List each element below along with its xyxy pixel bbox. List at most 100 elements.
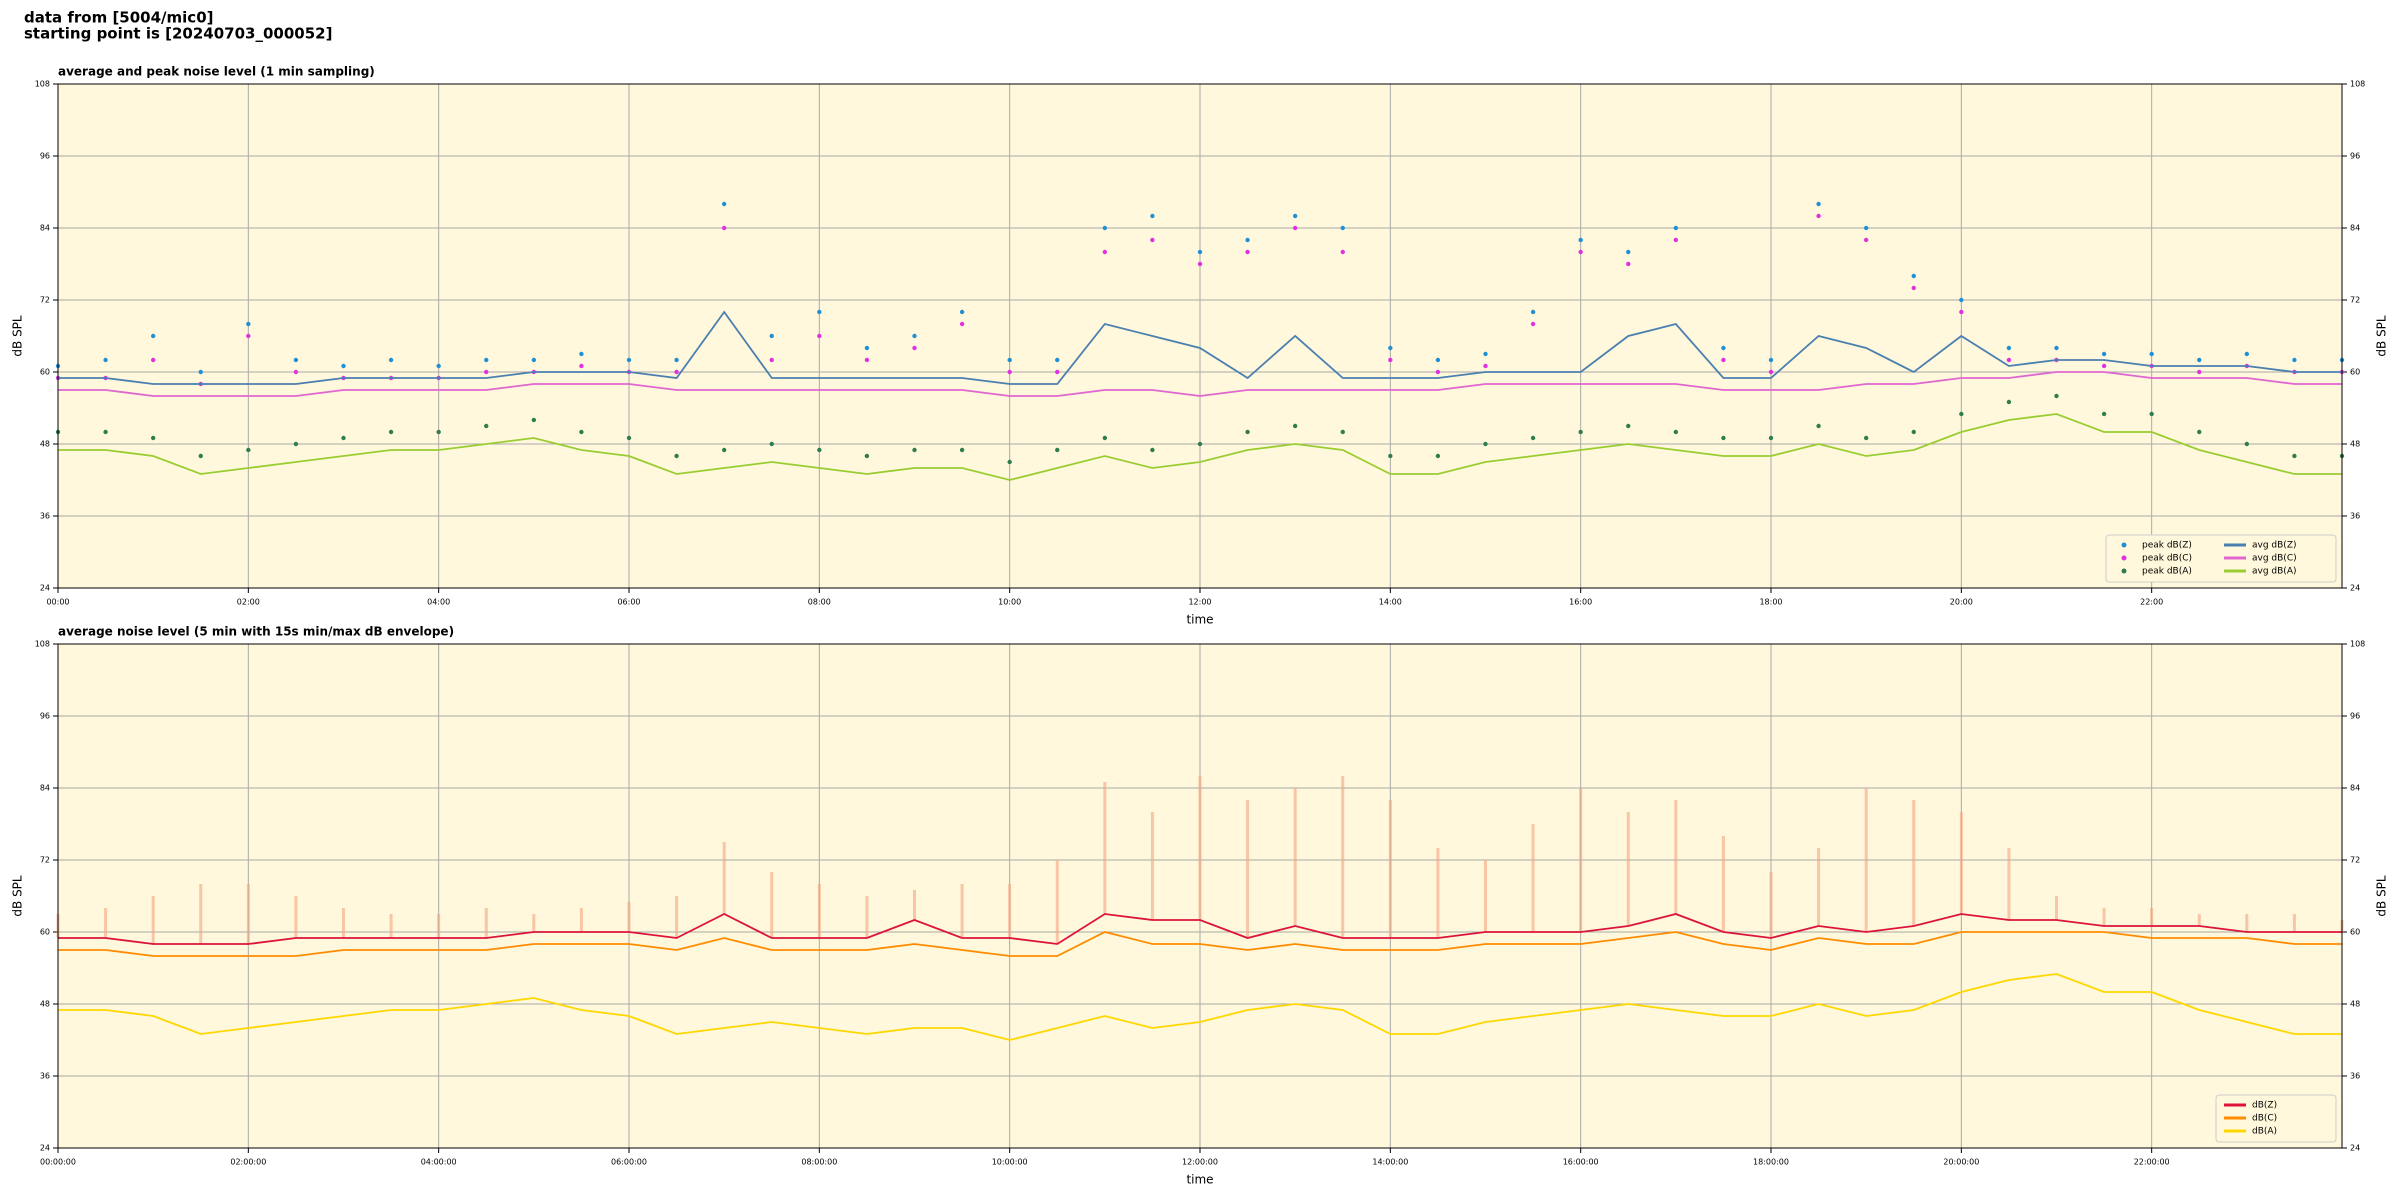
x-tick-label: 00:00:00 bbox=[40, 1158, 76, 1167]
peak-point bbox=[293, 441, 299, 447]
series-line bbox=[58, 413, 2342, 481]
peak-point bbox=[198, 453, 203, 459]
y-tick-label: 24 bbox=[40, 584, 50, 593]
peak-point bbox=[1245, 237, 1250, 243]
peak-point bbox=[864, 453, 870, 459]
y-tick-label: 48 bbox=[40, 1000, 50, 1009]
peak-point bbox=[1007, 357, 1012, 363]
legend-label: dB(Z) bbox=[2252, 1101, 2277, 1111]
legend-label: dB(A) bbox=[2252, 1127, 2277, 1137]
peak-point bbox=[531, 357, 537, 363]
peak-point bbox=[721, 225, 727, 231]
peak-point bbox=[150, 435, 156, 441]
peak-point bbox=[1055, 447, 1060, 453]
peak-point bbox=[341, 435, 346, 441]
chart-title: average noise level (5 min with 15s min/… bbox=[58, 625, 454, 639]
legend-label: avg dB(C) bbox=[2252, 554, 2297, 564]
peak-point bbox=[484, 423, 489, 429]
y2-axis-label: dB SPL bbox=[2375, 875, 2389, 917]
y-tick-label: 72 bbox=[40, 856, 50, 865]
peak-point bbox=[1530, 309, 1536, 315]
peak-point bbox=[1340, 225, 1345, 231]
peak-point bbox=[1816, 213, 1821, 219]
peak-point bbox=[1435, 453, 1441, 459]
peak-point bbox=[1007, 459, 1012, 465]
peak-point bbox=[1578, 237, 1583, 243]
peak-point bbox=[2101, 411, 2107, 417]
y-tick-label: 24 bbox=[40, 1144, 50, 1153]
peak-point bbox=[1102, 225, 1108, 231]
peak-point bbox=[959, 309, 965, 315]
peak-point bbox=[341, 363, 346, 369]
legend-label: avg dB(A) bbox=[2252, 567, 2296, 577]
peak-point bbox=[1863, 225, 1869, 231]
peak-point bbox=[388, 429, 394, 435]
peak-point bbox=[388, 357, 394, 363]
x-tick-label: 04:00:00 bbox=[421, 1158, 457, 1167]
peak-point bbox=[1388, 453, 1393, 459]
peak-point bbox=[1197, 441, 1203, 447]
peak-point bbox=[1959, 309, 1964, 315]
peak-point bbox=[2006, 345, 2012, 351]
y-axis-label: dB SPL bbox=[11, 315, 25, 357]
series-line bbox=[58, 973, 2342, 1041]
y-tick-label: 96 bbox=[40, 712, 50, 721]
x-tick-label: 02:00 bbox=[237, 598, 260, 607]
y2-tick-label: 84 bbox=[2350, 224, 2360, 233]
peak-point bbox=[1150, 237, 1155, 243]
peak-point bbox=[2101, 351, 2107, 357]
y-tick-label: 60 bbox=[40, 368, 50, 377]
peak-point bbox=[2244, 441, 2250, 447]
plot-frame bbox=[57, 83, 2343, 589]
peak-point bbox=[1863, 237, 1869, 243]
peak-point bbox=[817, 333, 822, 339]
y2-tick-label: 108 bbox=[2350, 640, 2365, 649]
y2-tick-label: 24 bbox=[2350, 584, 2360, 593]
y-tick-label: 48 bbox=[40, 440, 50, 449]
x-tick-label: 04:00 bbox=[427, 598, 450, 607]
y-tick-label: 36 bbox=[40, 1072, 50, 1081]
peak-point bbox=[1055, 357, 1060, 363]
peak-point bbox=[1483, 441, 1488, 447]
peak-point bbox=[1483, 351, 1488, 357]
peak-point bbox=[2054, 393, 2059, 399]
peak-point bbox=[674, 453, 679, 459]
y2-tick-label: 36 bbox=[2350, 512, 2360, 521]
y2-tick-label: 48 bbox=[2350, 1000, 2360, 1009]
peak-point bbox=[1102, 249, 1108, 255]
peak-point bbox=[1292, 423, 1298, 429]
peak-point bbox=[864, 345, 870, 351]
peak-point bbox=[1197, 249, 1203, 255]
peak-point bbox=[531, 417, 537, 423]
peak-point bbox=[2149, 351, 2154, 357]
page-title: data from [5004/mic0] bbox=[24, 9, 214, 27]
peak-point bbox=[959, 447, 965, 453]
peak-point bbox=[769, 333, 774, 339]
y2-axis-label: dB SPL bbox=[2375, 315, 2389, 357]
peak-point bbox=[912, 447, 917, 453]
peak-point bbox=[150, 333, 156, 339]
peak-point bbox=[1959, 411, 1964, 417]
peak-point bbox=[1768, 435, 1774, 441]
peak-point bbox=[2149, 411, 2154, 417]
y2-tick-label: 96 bbox=[2350, 152, 2360, 161]
peak-point bbox=[1483, 363, 1488, 369]
peak-point bbox=[484, 357, 489, 363]
peak-point bbox=[246, 321, 251, 327]
y2-tick-label: 72 bbox=[2350, 856, 2360, 865]
chart-title: average and peak noise level (1 min samp… bbox=[58, 65, 375, 79]
x-tick-label: 22:00 bbox=[2140, 598, 2163, 607]
y2-tick-label: 72 bbox=[2350, 296, 2360, 305]
peak-point bbox=[1721, 357, 1726, 363]
peak-point bbox=[1388, 357, 1393, 363]
x-tick-label: 16:00 bbox=[1569, 598, 1592, 607]
peak-point bbox=[1292, 213, 1298, 219]
peak-point bbox=[769, 357, 774, 363]
peak-point bbox=[1673, 237, 1679, 243]
peak-point bbox=[1530, 321, 1536, 327]
peak-point bbox=[1721, 345, 1726, 351]
x-tick-label: 14:00 bbox=[1379, 598, 1402, 607]
peak-point bbox=[2006, 357, 2012, 363]
peak-point bbox=[912, 333, 917, 339]
peak-point bbox=[626, 357, 632, 363]
